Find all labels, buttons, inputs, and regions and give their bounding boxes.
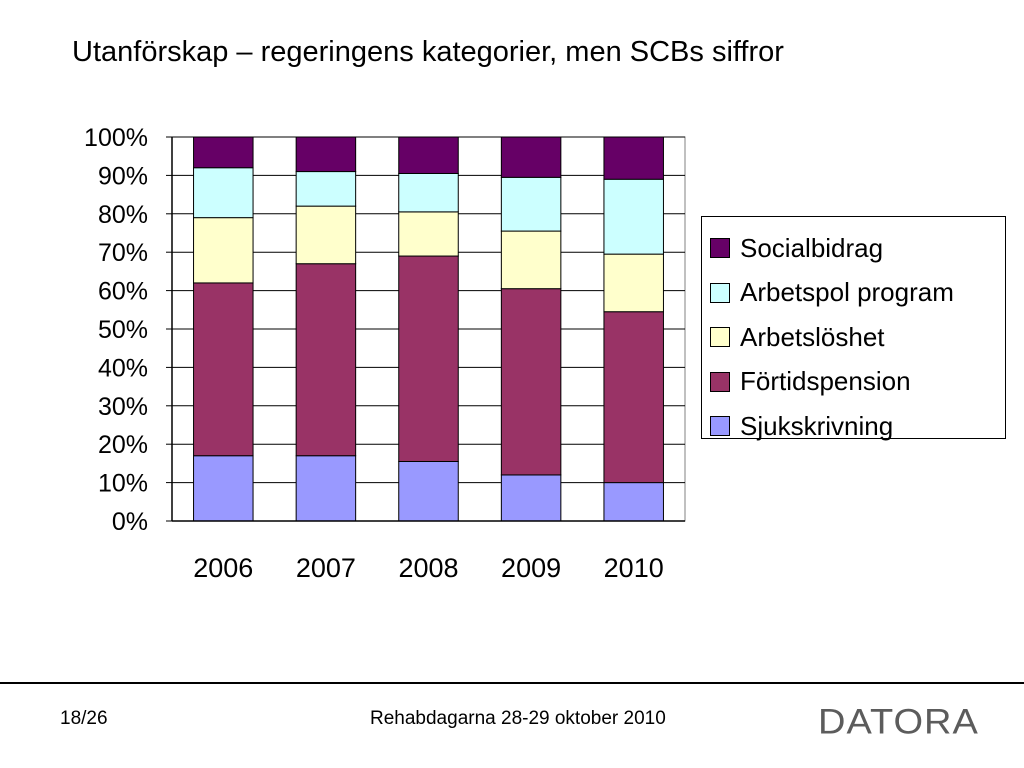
- y-tick-label: 0%: [112, 508, 148, 536]
- bar-segment: [295, 263, 357, 457]
- page-number: 18/26: [60, 708, 108, 729]
- legend-swatch: [710, 416, 730, 437]
- bar-segment: [398, 255, 459, 462]
- legend-label: Förtidspension: [740, 366, 911, 397]
- stacked-bar-chart: 0% 10% 20% 30% 40% 50% 60% 70% 80% 90% 100% 2006 200…: [84, 124, 686, 583]
- bar-segment: [398, 460, 459, 522]
- legend-swatch: [710, 282, 730, 303]
- y-tick-label: 30%: [98, 393, 148, 421]
- y-tick-label: 70%: [98, 239, 148, 267]
- y-tick-label: 10%: [98, 470, 148, 498]
- y-tick-label: 90%: [98, 162, 148, 190]
- bar-segment: [603, 482, 664, 522]
- y-tick-label: 60%: [98, 278, 148, 306]
- legend-item: Socialbidrag: [702, 226, 1005, 271]
- bar-segment: [193, 282, 254, 457]
- x-tick-label: 2009: [501, 553, 561, 583]
- bar-segment: [398, 211, 459, 257]
- legend-item: Förtidspension: [702, 360, 1005, 405]
- footer-divider: [0, 682, 1024, 684]
- bar-segment: [193, 217, 254, 284]
- footer-event-text: Rehabdagarna 28-29 oktober 2010: [370, 708, 666, 729]
- y-tick-label: 20%: [98, 431, 148, 459]
- bar-segment: [500, 230, 562, 290]
- bar-segment: [295, 136, 357, 173]
- legend-label: Arbetspol program: [740, 277, 954, 308]
- bar-segment: [603, 136, 664, 180]
- legend-label: Sjukskrivning: [740, 410, 894, 441]
- legend-item: Arbetspol program: [702, 271, 1005, 316]
- bar-segment: [398, 172, 459, 213]
- bar-segment: [500, 136, 562, 178]
- bar-segment: [603, 311, 664, 484]
- legend-swatch: [710, 327, 730, 348]
- datora-logo: DATORA: [818, 703, 979, 742]
- legend-label: Socialbidrag: [740, 232, 884, 263]
- legend-swatch: [710, 238, 730, 259]
- bar-segment: [295, 205, 357, 265]
- x-tick-label: 2007: [296, 553, 356, 583]
- x-tick-label: 2010: [604, 553, 664, 583]
- x-tick-label: 2006: [193, 553, 253, 583]
- bar-segment: [500, 176, 562, 232]
- y-tick-label: 80%: [98, 201, 148, 229]
- x-tick-label: 2008: [398, 553, 458, 583]
- bar-segment: [295, 455, 357, 522]
- y-tick-label: 40%: [98, 354, 148, 382]
- legend-swatch: [710, 371, 730, 392]
- bar-segment: [193, 455, 254, 522]
- bar-segment: [603, 178, 664, 255]
- legend-label: Arbetslöshet: [740, 321, 885, 352]
- bar-segment: [500, 474, 562, 522]
- legend-item: Arbetslöshet: [702, 315, 1005, 360]
- bar-segment: [295, 171, 357, 207]
- chart-legend: Socialbidrag Arbetspol program Arbetslöshe…: [701, 216, 1006, 441]
- bar-segment: [603, 253, 664, 313]
- bar-segment: [193, 136, 254, 169]
- bar-segment: [500, 288, 562, 476]
- legend-item: Sjukskrivning: [702, 404, 1005, 449]
- y-tick-label: 100%: [84, 124, 148, 152]
- slide-title: Utanförskap – regeringens kategorier, me…: [72, 36, 784, 68]
- y-tick-label: 50%: [98, 316, 148, 344]
- bar-segment: [193, 167, 254, 219]
- bar-segment: [398, 136, 459, 174]
